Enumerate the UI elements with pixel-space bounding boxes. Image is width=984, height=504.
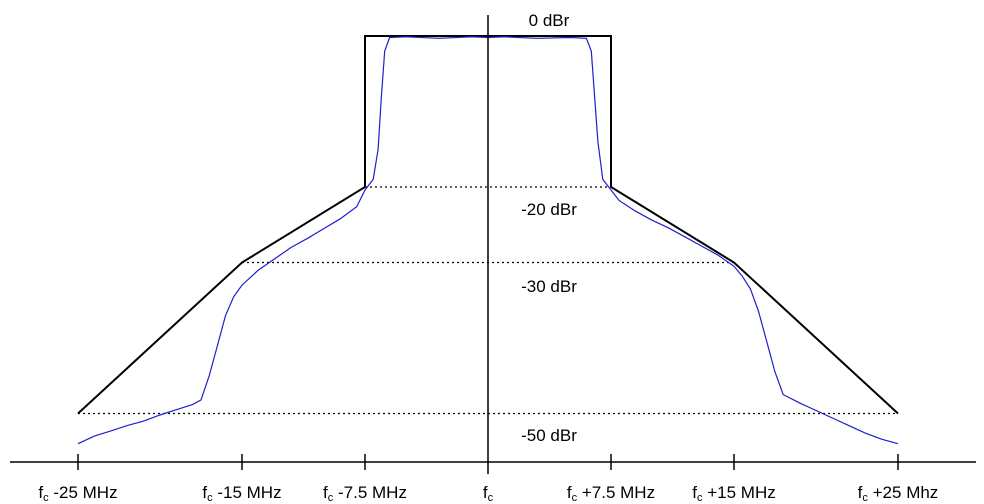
level-label-3: -50 dBr bbox=[521, 426, 577, 445]
x-axis-ticks: fc -25 MHz fc -15 MHz fc -7.5 MHz fc fc +7.5… bbox=[38, 454, 938, 504]
x-tick-label-5: fc +15 MHz bbox=[692, 483, 775, 504]
x-tick-label-1: fc -15 MHz bbox=[202, 483, 281, 504]
level-label-0: 0 dBr bbox=[529, 11, 570, 30]
x-tick-label-2: fc -7.5 MHz bbox=[323, 483, 407, 504]
x-tick-label-4: fc +7.5 MHz bbox=[567, 483, 655, 504]
level-labels: 0 dBr -20 dBr -30 dBr -50 dBr bbox=[521, 11, 577, 445]
x-tick-label-6: fc +25 Mhz bbox=[858, 483, 939, 504]
x-tick-label-0: fc -25 MHz bbox=[38, 483, 117, 504]
level-label-1: -20 dBr bbox=[521, 200, 577, 219]
level-label-2: -30 dBr bbox=[521, 277, 577, 296]
x-tick-label-3: fc bbox=[483, 483, 494, 504]
